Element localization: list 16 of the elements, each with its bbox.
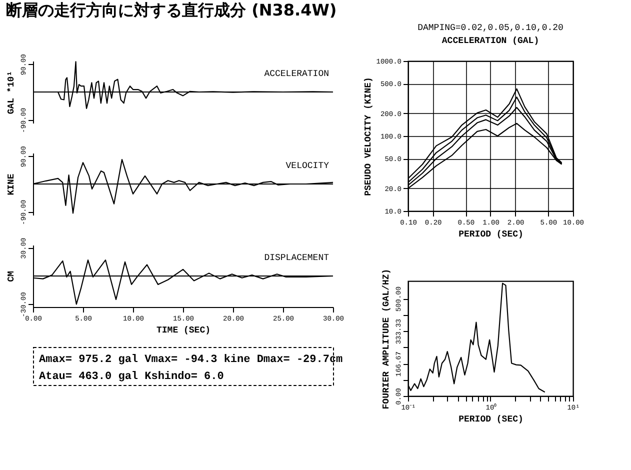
text: Atau= 463.0 gal Kshindo= 6.0 bbox=[39, 371, 224, 383]
y-axis-title: GAL *10¹ bbox=[6, 70, 16, 114]
x-axis-title: PERIOD (SEC) bbox=[458, 230, 524, 240]
text: DAMPING=0.02,0.05,0.10,0.20 bbox=[418, 23, 564, 33]
annotation: ACCELERATION bbox=[264, 69, 329, 79]
y-axis-title: KINE bbox=[6, 173, 16, 196]
text: Amax= 975.2 gal Vmax= -94.3 kine Dmax= -29.7cm bbox=[39, 354, 344, 366]
chart-title: 断層の走行方向に対する直行成分 (N38.4W) bbox=[6, 0, 337, 20]
y-axis-title: FOURIER AMPLITUDE (GAL/HZ) bbox=[382, 268, 392, 410]
x-axis-title: TIME (SEC) bbox=[156, 326, 211, 336]
annotation: DISPLACEMENT bbox=[264, 253, 330, 263]
x-axis-title: PERIOD (SEC) bbox=[458, 414, 524, 424]
annotation: VELOCITY bbox=[286, 161, 330, 171]
y-axis-title: CM bbox=[6, 271, 16, 282]
y-axis-title: PSEUDO VELOCITY (KINE) bbox=[363, 77, 374, 196]
text: ACCELERATION (GAL) bbox=[442, 36, 540, 46]
